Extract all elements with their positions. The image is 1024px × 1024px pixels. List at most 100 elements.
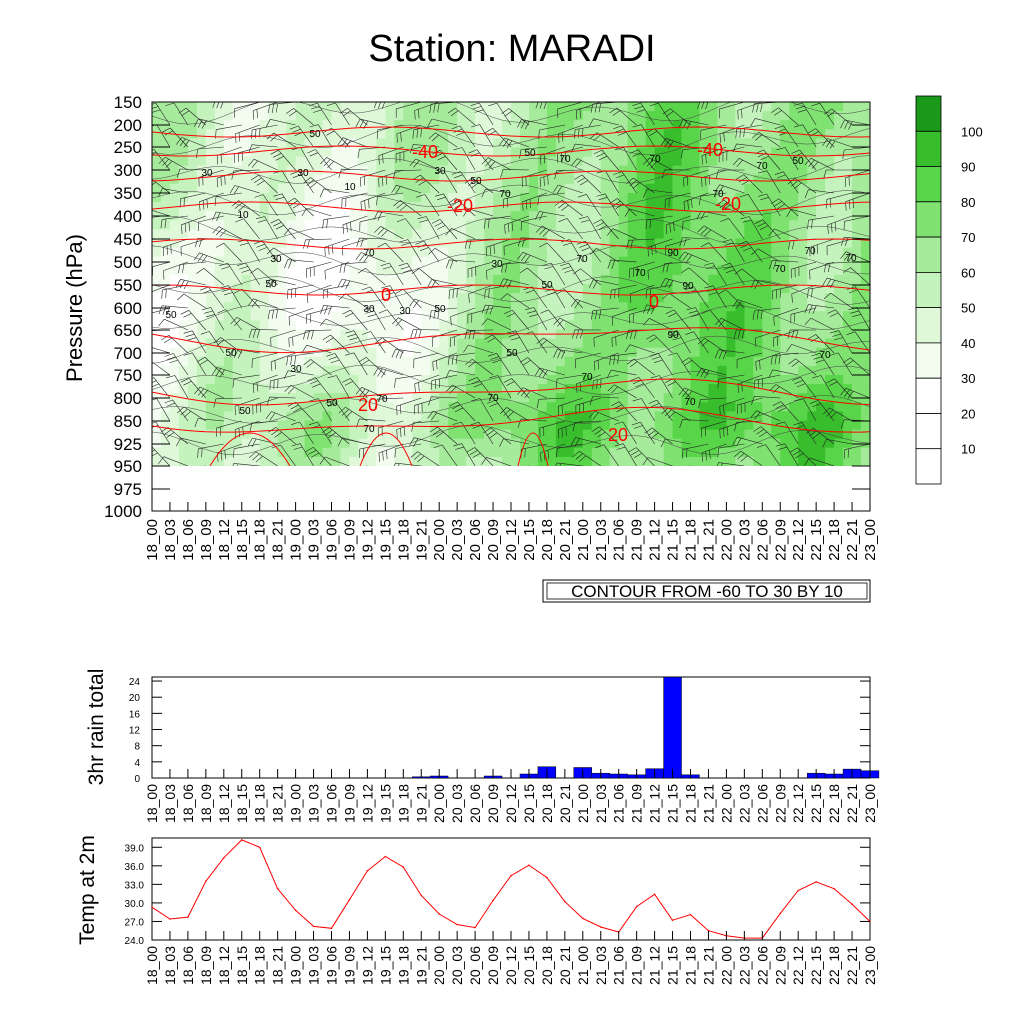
rh-cell (843, 347, 853, 358)
rh-cell (663, 256, 674, 267)
rh-cell (618, 320, 629, 331)
rh-cell (645, 111, 656, 121)
time-tick-label: 21_03 (593, 946, 609, 985)
rh-cell (717, 193, 727, 203)
time-tick-label: 22_06 (754, 519, 771, 561)
rh-cell (861, 402, 870, 412)
rh-cell (699, 302, 710, 312)
humidity-contour-label: 50 (309, 129, 321, 140)
rh-cell (609, 129, 620, 139)
rh-cell (340, 138, 351, 149)
rh-cell (403, 456, 413, 466)
rh-cell (780, 375, 790, 385)
rh-cell (430, 156, 440, 167)
wind-barb (409, 298, 440, 309)
wind-barb (629, 261, 655, 279)
time-tick-label: 18_03 (162, 784, 178, 823)
rh-cell (555, 347, 566, 358)
rh-cell (286, 320, 297, 331)
rh-cell (771, 384, 781, 394)
rh-cell (196, 202, 207, 212)
rh-cell (169, 147, 180, 158)
rh-cell (807, 229, 817, 240)
rh-cell (663, 229, 674, 240)
rh-cell (681, 229, 692, 240)
rh-cell (645, 347, 656, 358)
rh-cell (358, 202, 368, 212)
rh-cell (268, 320, 279, 331)
rh-cell (178, 120, 189, 130)
time-tick-label: 23_00 (862, 784, 878, 823)
rh-cell (152, 284, 162, 294)
rh-cell (493, 211, 503, 221)
rh-cell (789, 274, 799, 285)
rh-cell (349, 402, 359, 412)
wind-barb (607, 384, 637, 399)
rh-cell (627, 338, 638, 349)
rh-cell (484, 220, 494, 230)
colorbar-label: 100 (961, 124, 983, 139)
rh-cell (349, 256, 359, 267)
rh-cell (636, 129, 647, 139)
rh-cell (537, 129, 548, 139)
rh-cell (367, 247, 377, 258)
rh-cell (457, 284, 467, 294)
rh-cell (573, 193, 584, 203)
rh-cell (457, 393, 467, 403)
rh-cell (502, 411, 512, 422)
time-tick-label: 20_06 (467, 784, 483, 823)
wind-barb (751, 396, 781, 405)
rh-cell (834, 365, 844, 376)
rh-cell (196, 274, 207, 285)
rh-cell (493, 193, 503, 203)
wind-barb (451, 171, 476, 194)
rh-cell (825, 247, 835, 258)
rh-cell (816, 229, 826, 240)
rh-cell (205, 147, 216, 158)
wind-barb (554, 169, 583, 180)
wind-barb (557, 102, 583, 118)
rh-cell (798, 247, 808, 258)
rh-cell (304, 429, 315, 440)
rh-cell (654, 256, 665, 267)
rh-cell (520, 384, 530, 394)
rh-cell (672, 293, 683, 303)
rh-cell (591, 320, 602, 331)
rh-cell (834, 256, 844, 267)
rh-cell (618, 238, 629, 249)
rh-cell (753, 138, 763, 149)
rh-cell (618, 147, 629, 158)
time-tick-label: 18_00 (144, 784, 160, 823)
rh-cell (223, 183, 234, 194)
rh-cell (780, 111, 790, 121)
rh-cell (582, 202, 593, 212)
rh-cell (322, 347, 333, 358)
rh-cell (627, 156, 638, 167)
wind-barb (445, 370, 476, 379)
wind-barb (378, 309, 404, 331)
rh-cell (780, 302, 790, 312)
wind-barb (484, 128, 512, 148)
rh-cell (654, 365, 665, 376)
wind-barb (682, 215, 709, 231)
rh-cell (753, 111, 763, 121)
wind-barb (216, 146, 242, 165)
rh-cell (654, 384, 665, 394)
rh-cell (609, 183, 620, 194)
rh-cell (582, 220, 593, 230)
rh-cell (807, 147, 817, 158)
rh-cell (708, 438, 718, 449)
rh-cell (349, 338, 359, 349)
rh-cell (753, 247, 763, 258)
rh-cell (430, 256, 440, 267)
rh-cell (385, 238, 395, 249)
rh-cell (627, 183, 638, 194)
rh-cell (744, 456, 754, 466)
rh-cell (295, 183, 306, 194)
rh-cell (367, 174, 377, 185)
rh-cell (753, 347, 763, 358)
time-tick-label: 21_15 (665, 946, 681, 985)
rh-cell (466, 429, 476, 440)
rh-cell (205, 347, 216, 358)
wind-barb (248, 158, 278, 171)
